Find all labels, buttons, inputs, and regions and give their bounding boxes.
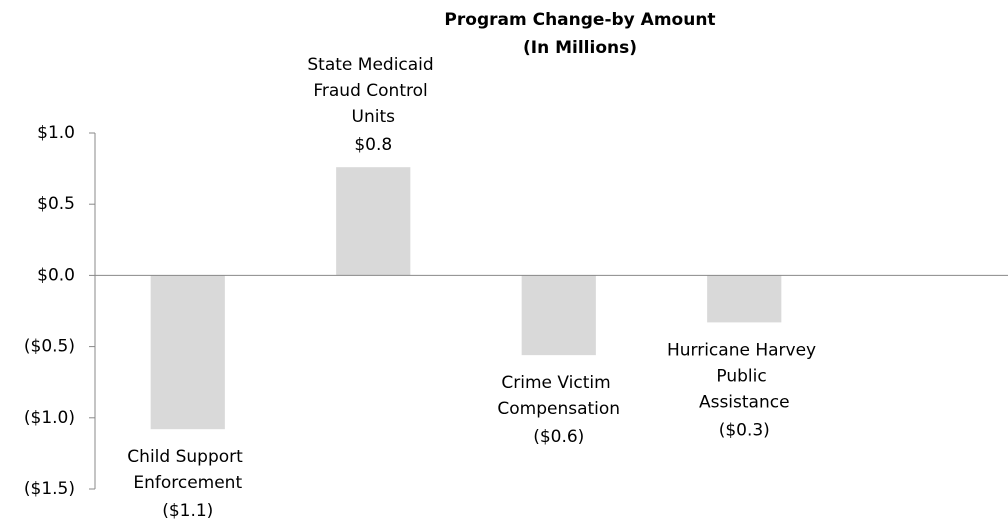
bar [707, 275, 782, 323]
value-label: ($0.6) [533, 427, 584, 447]
y-tick-label: $1.0 [37, 123, 75, 143]
bar [336, 167, 411, 276]
bar [150, 275, 225, 430]
value-label: ($1.1) [162, 501, 213, 521]
category-label: State Medicaid Fraud Control Units [307, 55, 439, 127]
category-label: Crime Victim Compensation [497, 373, 620, 419]
y-tick-label: $0.5 [37, 194, 75, 214]
bar [521, 275, 596, 356]
y-tick-label: ($1.0) [24, 408, 75, 428]
category-label: Hurricane Harvey Public Assistance [667, 340, 822, 412]
category-label: Child Support Enforcement [127, 447, 248, 493]
value-label: $0.8 [354, 135, 392, 155]
y-tick-label: ($0.5) [24, 337, 75, 357]
y-tick-label: ($1.5) [24, 479, 75, 499]
chart-subtitle: (In Millions) [523, 38, 637, 58]
value-label: ($0.3) [719, 420, 770, 440]
chart-title: Program Change-by Amount [444, 10, 715, 30]
y-tick-label: $0.0 [37, 265, 75, 285]
